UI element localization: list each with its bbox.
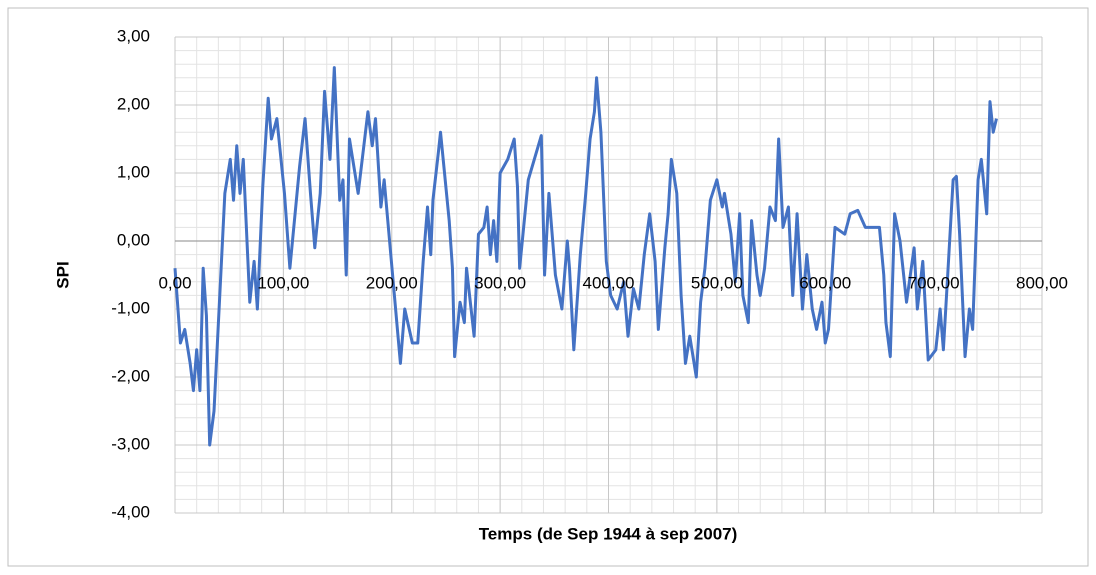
x-tick-label: 100,00 [257, 273, 309, 292]
x-tick-label: 200,00 [366, 273, 418, 292]
y-tick-label: -3,00 [111, 434, 150, 453]
y-tick-label: -1,00 [111, 298, 150, 317]
y-axis-title: SPI [53, 261, 72, 288]
y-tick-label: 3,00 [117, 26, 150, 45]
x-tick-label: 700,00 [908, 273, 960, 292]
x-axis-title: Temps (de Sep 1944 à sep 2007) [479, 524, 738, 543]
x-tick-label: 800,00 [1016, 273, 1068, 292]
y-tick-label: 0,00 [117, 230, 150, 249]
x-tick-label: 0,00 [158, 273, 191, 292]
marks [173, 66, 998, 447]
y-tick-label: -2,00 [111, 366, 150, 385]
x-tick-label: 600,00 [799, 273, 851, 292]
x-tick-label: 400,00 [583, 273, 635, 292]
data-line [173, 66, 998, 447]
y-tick-label: 1,00 [117, 162, 150, 181]
x-tick-label: 300,00 [474, 273, 526, 292]
y-tick-label: -4,00 [111, 502, 150, 521]
y-tick-label: 2,00 [117, 94, 150, 113]
x-tick-label: 500,00 [691, 273, 743, 292]
